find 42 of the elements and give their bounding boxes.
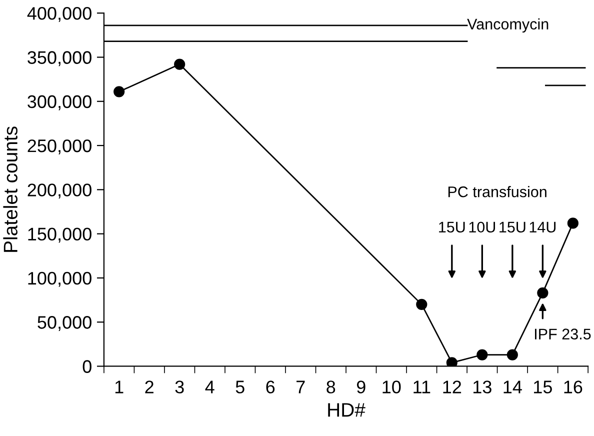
x-tick-label: 11	[414, 380, 430, 394]
x-tick-label: 13	[473, 380, 492, 394]
point	[476, 349, 488, 360]
x-tick-label: 14	[504, 380, 522, 394]
y-tick-label: 100,000	[28, 272, 92, 287]
x-axis-title: HD#	[328, 403, 366, 417]
y-axis-title: Platelet counts	[3, 126, 18, 252]
y-tick-label: 250,000	[28, 139, 92, 154]
annotation: 15U	[500, 222, 526, 233]
annotation: 10U	[469, 222, 495, 233]
y-tick-label: 350,000	[28, 51, 92, 66]
y-tick-label: 150,000	[28, 228, 92, 243]
point	[174, 58, 186, 70]
point	[446, 357, 458, 366]
annotation: 15U	[439, 222, 465, 233]
point	[416, 298, 428, 310]
x-tick-label: 2	[145, 380, 154, 394]
x-tick-label: 3	[175, 380, 184, 394]
y-tick-label: 300,000	[28, 95, 92, 110]
point	[537, 287, 548, 299]
annotation: PC transfusion	[448, 186, 546, 198]
x-tick-label: 6	[266, 380, 275, 394]
x-tick-label: 12	[443, 380, 462, 394]
x-tick-label: 10	[382, 380, 401, 394]
x-tick-label: 7	[296, 380, 305, 394]
point	[567, 218, 578, 229]
x-tick-label: 1	[115, 380, 124, 394]
y-tick-label: 50,000	[38, 316, 92, 331]
y-tick-label: 0	[82, 360, 92, 373]
x-tick-label: 8	[326, 380, 336, 394]
y-tick-label: 200,000	[28, 184, 92, 199]
x-tick-label: 4	[205, 380, 214, 394]
x-tick-label: 5	[236, 380, 244, 394]
x-tick-label: 16	[564, 380, 582, 394]
y-tick-label: 400,000	[27, 7, 92, 22]
x-tick-label: 9	[356, 380, 366, 394]
annotation: IPF 23.5	[535, 328, 591, 340]
point	[506, 349, 518, 360]
point	[114, 86, 125, 98]
x-tick-label: 15	[534, 380, 552, 394]
series-label: Vancomycin	[467, 18, 548, 33]
annotation: 14U	[530, 222, 556, 233]
